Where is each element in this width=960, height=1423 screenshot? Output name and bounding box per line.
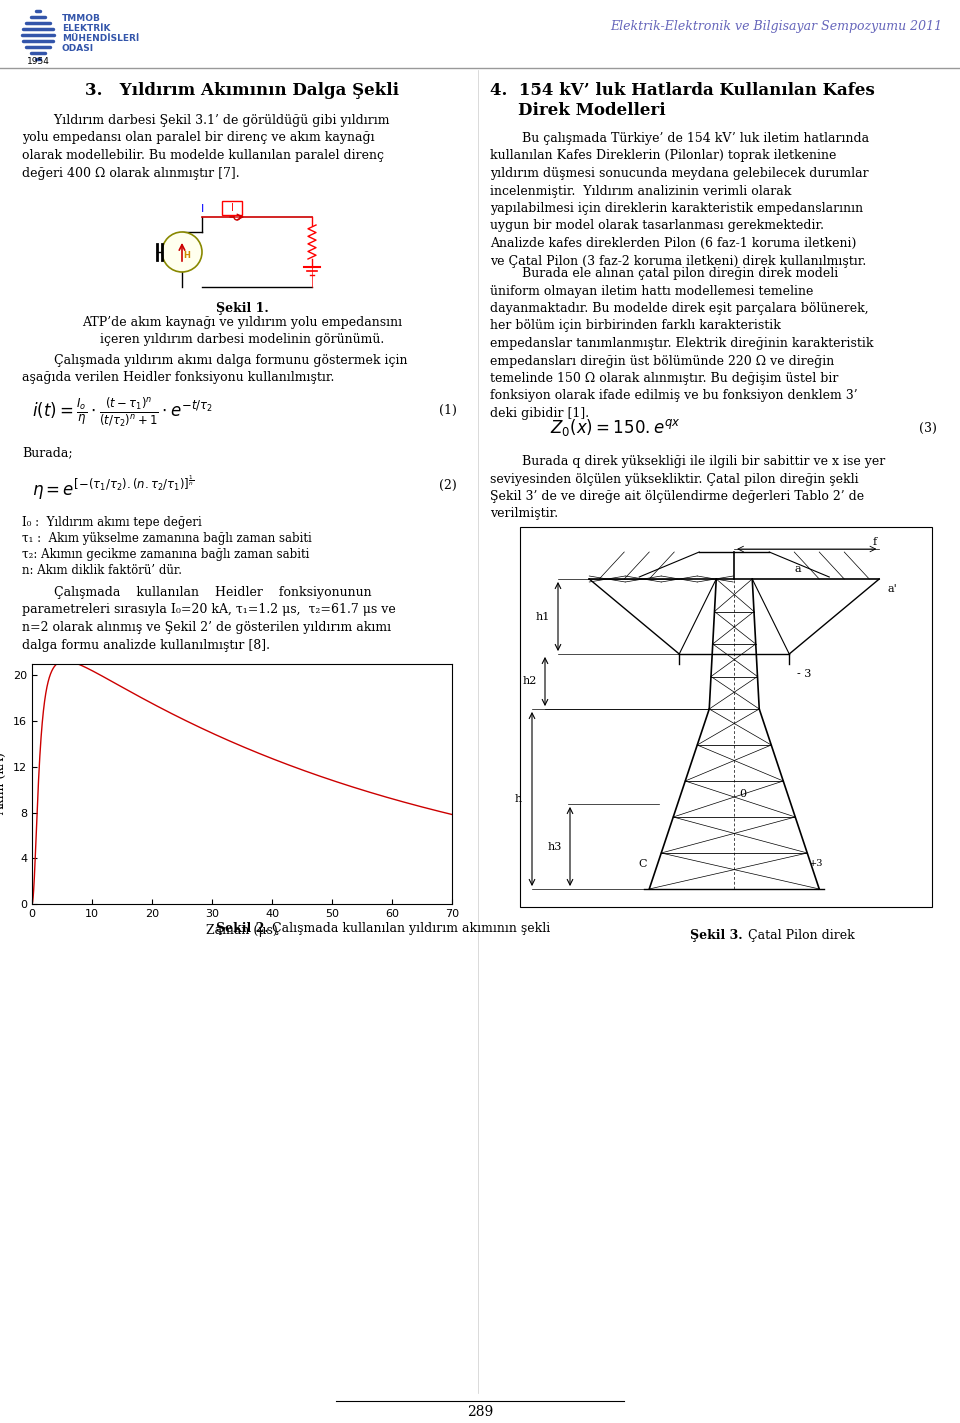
Text: h1: h1 bbox=[536, 612, 550, 622]
Text: (2): (2) bbox=[440, 480, 457, 492]
Circle shape bbox=[162, 232, 202, 272]
Text: MÜHENDİSLERİ: MÜHENDİSLERİ bbox=[62, 34, 139, 43]
Text: f: f bbox=[873, 536, 876, 546]
Text: Çalışmada yıldırım akımı dalga formunu göstermek için
aşağıda verilen Heidler fo: Çalışmada yıldırım akımı dalga formunu g… bbox=[22, 354, 407, 384]
Text: Yıldırım darbesi Şekil 3.1’ de görüldüğü gibi yıldırım
yolu empedansı olan paral: Yıldırım darbesi Şekil 3.1’ de görüldüğü… bbox=[22, 114, 390, 179]
Text: I: I bbox=[230, 203, 233, 213]
Text: Burada;: Burada; bbox=[22, 445, 73, 460]
Text: 289: 289 bbox=[467, 1405, 493, 1419]
Text: a: a bbox=[794, 564, 801, 573]
Text: Burada q direk yüksekliği ile ilgili bir sabittir ve x ise yer
seviyesinden ölçü: Burada q direk yüksekliği ile ilgili bir… bbox=[490, 455, 885, 521]
Text: Çatal Pilon direk: Çatal Pilon direk bbox=[744, 929, 854, 942]
Text: I: I bbox=[201, 203, 204, 213]
Text: n: Akım diklik faktörü’ dür.: n: Akım diklik faktörü’ dür. bbox=[22, 564, 182, 576]
Text: $Z_0(x) = 150.e^{qx}$: $Z_0(x) = 150.e^{qx}$ bbox=[550, 417, 681, 438]
Text: Çalışmada    kullanılan    Heidler    fonksiyonunun
parametreleri sırasıyla I₀=2: Çalışmada kullanılan Heidler fonksiyonun… bbox=[22, 586, 396, 652]
Text: h3: h3 bbox=[547, 841, 562, 851]
X-axis label: Zaman (μs): Zaman (μs) bbox=[206, 925, 277, 938]
Text: Direk Modelleri: Direk Modelleri bbox=[518, 102, 665, 120]
Y-axis label: Akım (kA): Akım (kA) bbox=[0, 753, 8, 815]
Text: 0: 0 bbox=[739, 788, 746, 798]
Bar bbox=[520, 527, 932, 906]
Text: Çalışmada kullanılan yıldırım akımının şekli: Çalışmada kullanılan yıldırım akımının ş… bbox=[268, 922, 550, 935]
Text: H: H bbox=[183, 250, 190, 259]
Text: 3.   Yıldırım Akımının Dalga Şekli: 3. Yıldırım Akımının Dalga Şekli bbox=[85, 83, 399, 100]
Text: $\eta = e^{\left[-(\tau_1/\tau_2).(n.\tau_2/\tau_1)\right]^{\frac{1}{n}}}$: $\eta = e^{\left[-(\tau_1/\tau_2).(n.\ta… bbox=[32, 474, 194, 502]
Circle shape bbox=[234, 213, 240, 221]
Text: Burada ele alınan çatal pilon direğin direk modeli
üniform olmayan iletim hattı : Burada ele alınan çatal pilon direğin di… bbox=[490, 268, 874, 420]
Text: (3): (3) bbox=[919, 423, 937, 435]
Text: Şekil 1.: Şekil 1. bbox=[216, 302, 269, 314]
Text: C: C bbox=[638, 859, 647, 869]
Text: $i(t) = \frac{I_o}{\eta} \cdot \frac{(t - \tau_1)^n}{(t/\tau_2)^n + 1} \cdot e^{: $i(t) = \frac{I_o}{\eta} \cdot \frac{(t … bbox=[32, 396, 213, 430]
Text: ELEKTRİK: ELEKTRİK bbox=[62, 24, 110, 33]
Text: Elektrik-Elektronik ve Bilgisayar Sempozyumu 2011: Elektrik-Elektronik ve Bilgisayar Sempoz… bbox=[610, 20, 942, 33]
Text: - 3: - 3 bbox=[797, 669, 811, 679]
Text: Bu çalışmada Türkiye’ de 154 kV’ luk iletim hatlarında
kullanılan Kafes Direkler: Bu çalışmada Türkiye’ de 154 kV’ luk ile… bbox=[490, 132, 869, 268]
Text: h2: h2 bbox=[522, 676, 537, 686]
Text: ATP’de akım kaynağı ve yıldırım yolu empedansını
içeren yıldırım darbesi modelin: ATP’de akım kaynağı ve yıldırım yolu emp… bbox=[82, 316, 402, 346]
Text: ODASI: ODASI bbox=[62, 44, 94, 53]
Text: I₀ :  Yıldırım akımı tepe değeri: I₀ : Yıldırım akımı tepe değeri bbox=[22, 517, 202, 529]
Text: +3: +3 bbox=[809, 859, 824, 868]
Text: h: h bbox=[515, 794, 522, 804]
Text: (1): (1) bbox=[439, 404, 457, 417]
Text: Şekil 2.: Şekil 2. bbox=[216, 922, 269, 935]
Text: Şekil 3.: Şekil 3. bbox=[689, 929, 742, 942]
Text: τ₂: Akımın gecikme zamanına bağlı zaman sabiti: τ₂: Akımın gecikme zamanına bağlı zaman … bbox=[22, 548, 309, 561]
Text: TMMOB: TMMOB bbox=[62, 14, 101, 23]
Text: a': a' bbox=[887, 583, 897, 593]
Text: 4.  154 kV’ luk Hatlarda Kullanılan Kafes: 4. 154 kV’ luk Hatlarda Kullanılan Kafes bbox=[490, 83, 875, 100]
Text: τ₁ :  Akım yükselme zamanına bağlı zaman sabiti: τ₁ : Akım yükselme zamanına bağlı zaman … bbox=[22, 532, 312, 545]
Text: 1954: 1954 bbox=[27, 57, 49, 65]
Bar bbox=[222, 201, 242, 215]
